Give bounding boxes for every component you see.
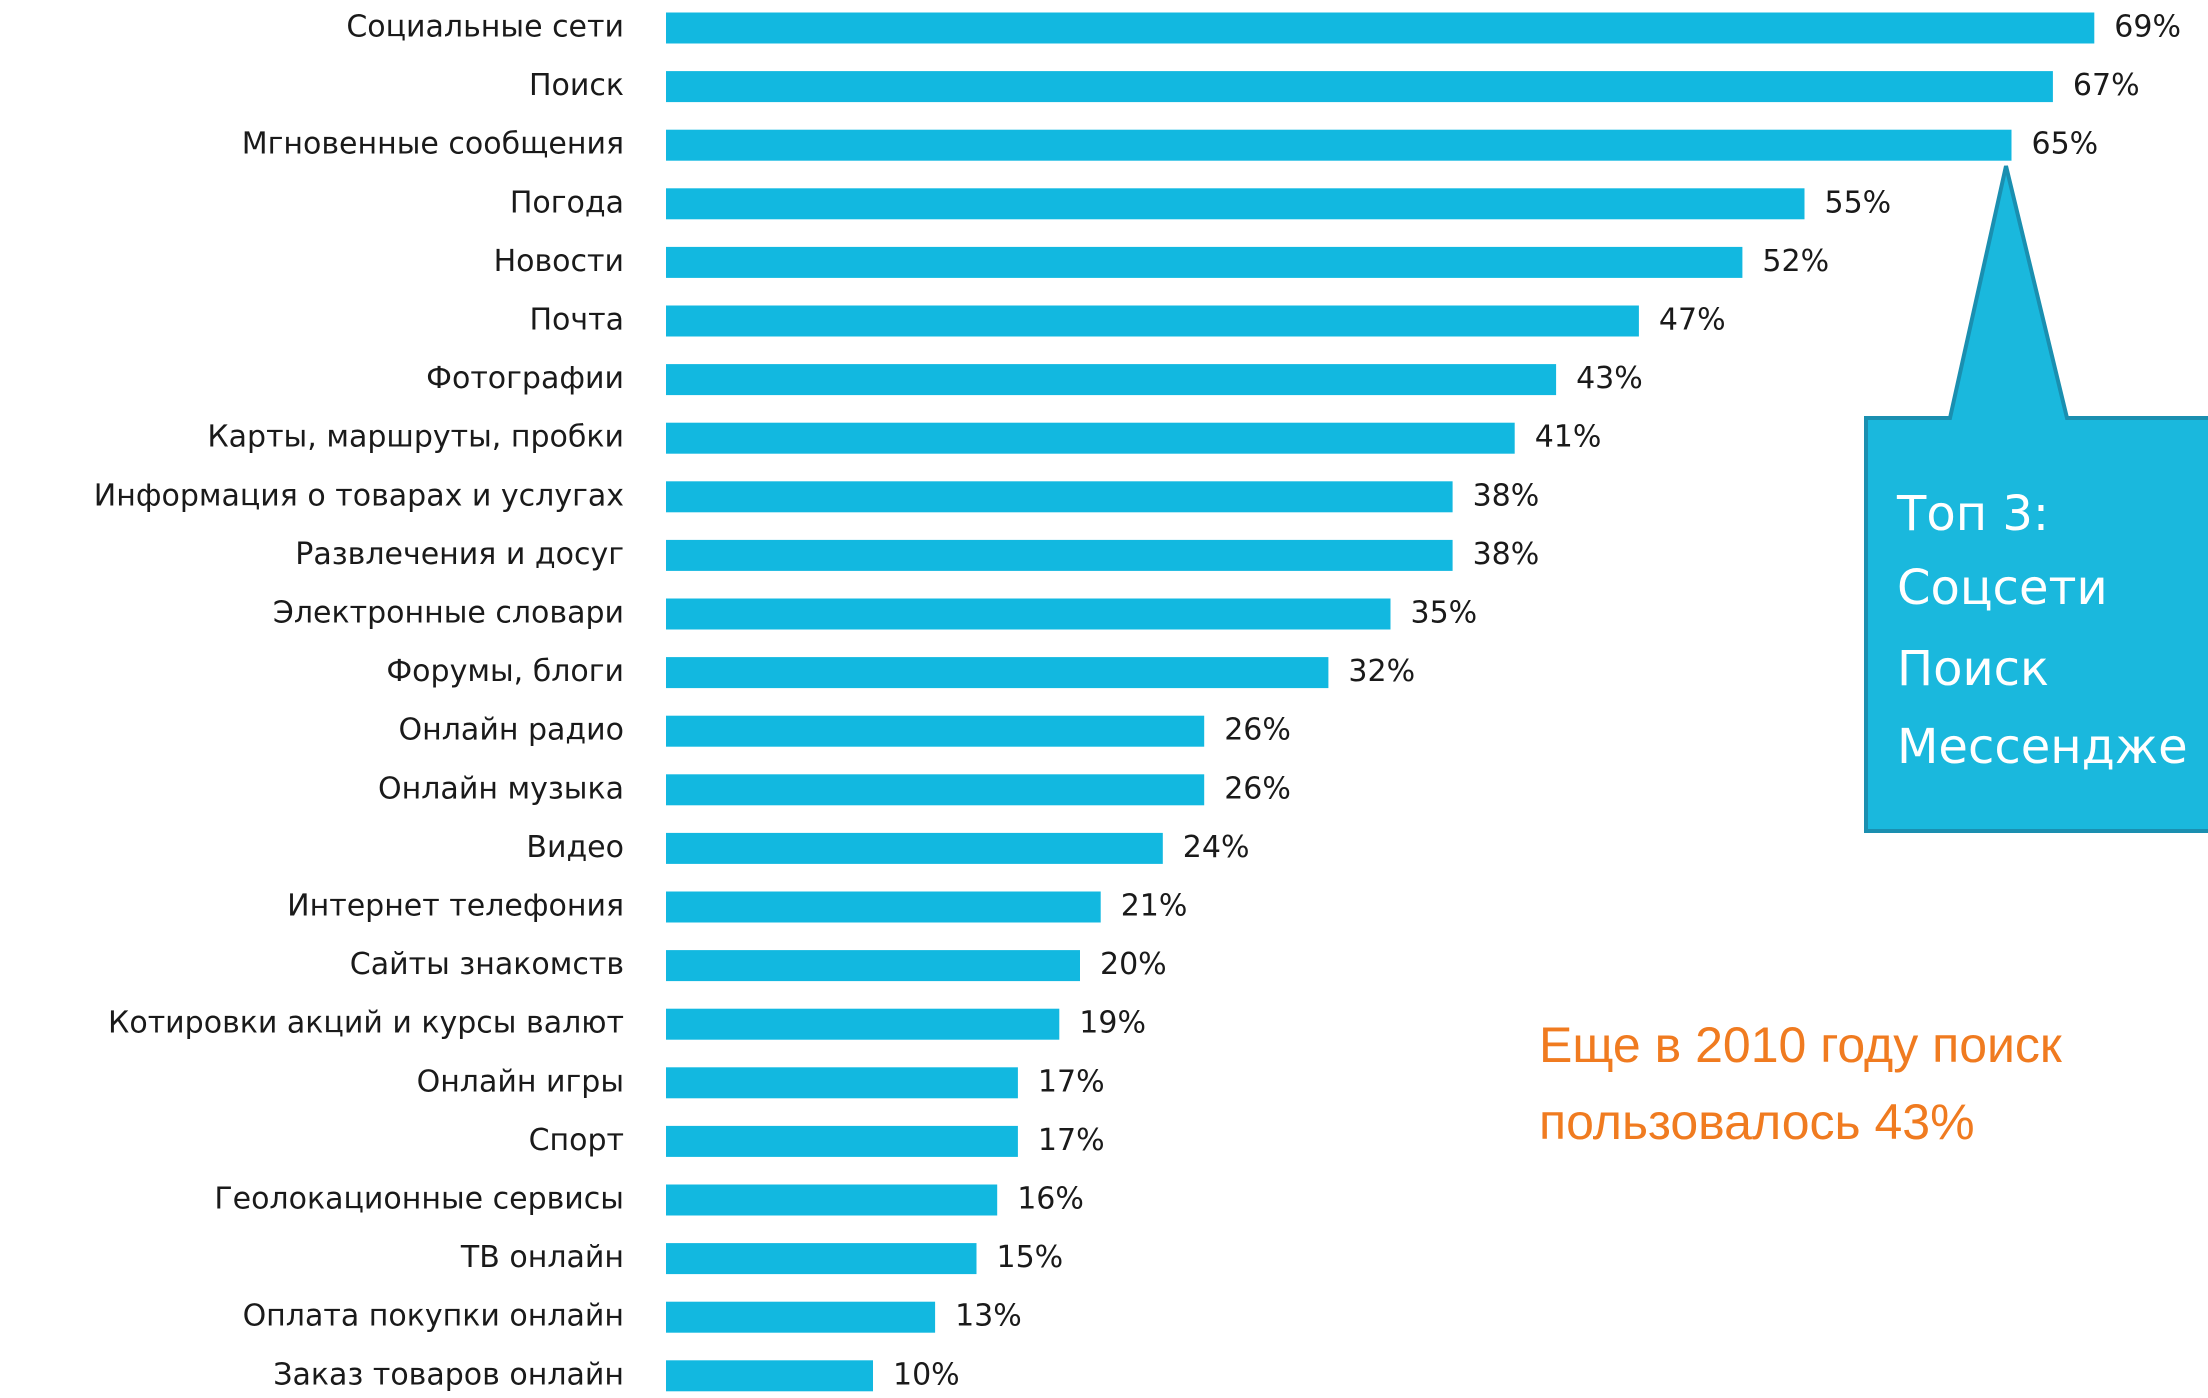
category-label: Электронные словари xyxy=(273,596,624,631)
value-label: 10% xyxy=(893,1357,960,1392)
bar xyxy=(666,1360,873,1392)
category-label: Фотографии xyxy=(426,361,624,396)
category-label: Социальные сети xyxy=(346,10,624,45)
category-label: Форумы, блоги xyxy=(386,654,624,689)
category-label: Новости xyxy=(494,244,624,279)
category-label: Оплата покупки онлайн xyxy=(243,1299,624,1334)
category-label: ТВ онлайн xyxy=(460,1240,624,1275)
bar xyxy=(666,71,2053,103)
callout-text: Топ 3: xyxy=(1896,486,2049,542)
value-label: 19% xyxy=(1079,1006,1146,1041)
bar xyxy=(666,305,1639,337)
callout-box xyxy=(1864,165,2208,833)
bar xyxy=(666,657,1329,689)
bar xyxy=(666,832,1163,864)
bar xyxy=(666,598,1391,630)
value-label: 16% xyxy=(1017,1182,1084,1217)
bar xyxy=(666,950,1080,982)
bar xyxy=(666,422,1515,454)
value-label: 24% xyxy=(1183,830,1250,865)
category-label: Поиск xyxy=(529,68,624,103)
note-text: пользовалось 43% xyxy=(1539,1094,1975,1150)
category-label: Спорт xyxy=(529,1123,624,1158)
value-label: 65% xyxy=(2032,127,2099,162)
category-label: Карты, маршруты, пробки xyxy=(207,420,624,455)
category-label: Онлайн радио xyxy=(399,713,624,748)
value-label: 13% xyxy=(955,1299,1022,1334)
value-label: 21% xyxy=(1121,889,1188,924)
bar xyxy=(666,1125,1018,1157)
bar xyxy=(666,246,1743,278)
value-label: 43% xyxy=(1576,361,1643,396)
value-label: 55% xyxy=(1825,185,1892,220)
bar xyxy=(666,364,1557,396)
value-label: 52% xyxy=(1762,244,1829,279)
bar xyxy=(666,1243,977,1275)
note-text: Еще в 2010 году поиск xyxy=(1539,1017,2063,1073)
value-label: 38% xyxy=(1473,537,1540,572)
bar xyxy=(666,188,1805,220)
callout-text: Соцсети xyxy=(1897,560,2108,616)
callout-text: Мессендже xyxy=(1897,719,2188,775)
bar xyxy=(666,715,1205,747)
category-label: Мгновенные сообщения xyxy=(242,127,624,162)
bar xyxy=(666,12,2095,44)
value-label: 17% xyxy=(1038,1064,1105,1099)
value-label: 26% xyxy=(1224,713,1291,748)
value-label: 41% xyxy=(1535,420,1602,455)
value-label: 26% xyxy=(1224,771,1291,806)
value-label: 32% xyxy=(1348,654,1415,689)
value-label: 38% xyxy=(1473,478,1540,513)
category-label: Онлайн игры xyxy=(417,1064,624,1099)
category-label: Развлечения и досуг xyxy=(295,537,624,572)
value-label: 15% xyxy=(997,1240,1064,1275)
bar xyxy=(666,1067,1018,1099)
callout-text: Поиск xyxy=(1897,641,2049,697)
bar xyxy=(666,1301,936,1333)
category-label: Почта xyxy=(530,303,625,338)
value-label: 20% xyxy=(1100,947,1167,982)
value-label: 67% xyxy=(2073,68,2140,103)
value-label: 35% xyxy=(1411,596,1478,631)
value-label: 47% xyxy=(1659,303,1726,338)
bar xyxy=(666,891,1101,923)
value-label: 17% xyxy=(1038,1123,1105,1158)
category-label: Интернет телефония xyxy=(287,889,624,924)
category-label: Геолокационные сервисы xyxy=(214,1182,624,1217)
category-label: Информация о товарах и услугах xyxy=(94,478,624,513)
bar xyxy=(666,481,1453,513)
category-label: Котировки акций и курсы валют xyxy=(108,1006,624,1041)
category-label: Погода xyxy=(510,185,624,220)
bar xyxy=(666,1008,1060,1040)
bar xyxy=(666,774,1205,806)
bar xyxy=(666,539,1453,571)
category-label: Онлайн музыка xyxy=(378,771,624,806)
category-label: Видео xyxy=(526,830,624,865)
bar xyxy=(666,1184,998,1216)
category-label: Сайты знакомств xyxy=(350,947,624,982)
bar xyxy=(666,129,2012,161)
value-label: 69% xyxy=(2114,10,2181,45)
category-label: Заказ товаров онлайн xyxy=(273,1357,624,1392)
